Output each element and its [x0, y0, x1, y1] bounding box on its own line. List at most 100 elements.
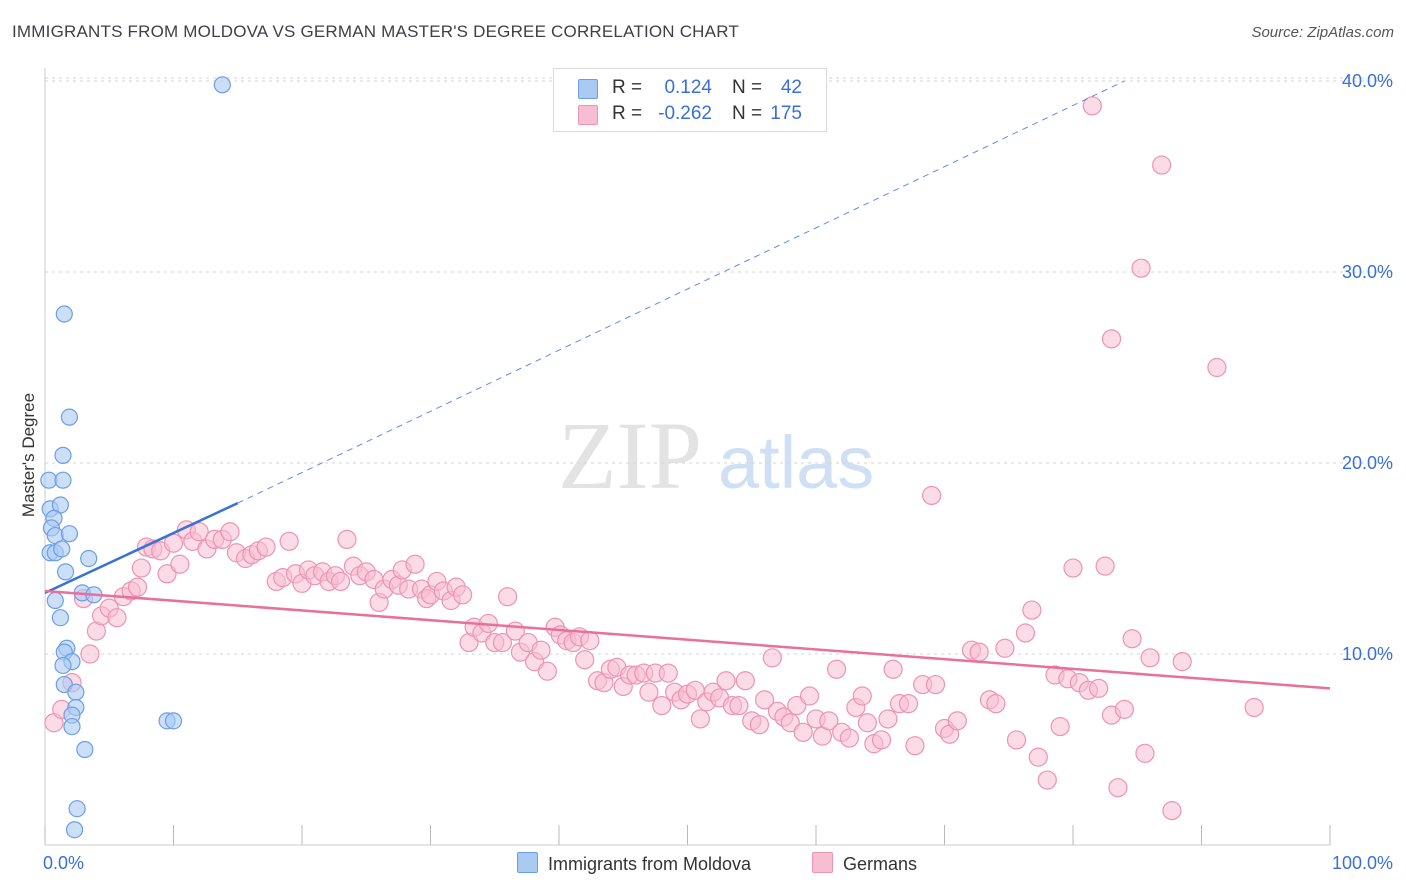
y-axis-label: Master's Degree — [19, 393, 38, 517]
moldova-point — [53, 540, 71, 558]
moldova-point — [54, 656, 72, 675]
trend-lines — [44, 80, 1331, 690]
moldova-point — [56, 563, 75, 581]
germans-point — [762, 648, 782, 668]
legend-item-germans: Germans — [812, 852, 917, 875]
germans-point — [1122, 629, 1142, 649]
moldova-point — [54, 471, 72, 489]
moldova-point — [55, 305, 73, 323]
germans-point — [1140, 648, 1160, 668]
germans-point — [1207, 357, 1227, 378]
germans-point — [1037, 770, 1057, 790]
germans-point — [1050, 716, 1070, 737]
n-value: 175 — [770, 103, 802, 124]
germans-point — [492, 632, 513, 653]
moldova-points — [40, 76, 231, 839]
moldova-trend-line — [44, 501, 239, 595]
stats-row-moldova: R = 0.124 N = 42 — [554, 75, 826, 101]
x-tick-label: 0.0% — [43, 853, 84, 873]
moldova-point — [46, 591, 64, 610]
germans-point — [1101, 329, 1122, 349]
n-value: 42 — [780, 77, 802, 98]
germans-point — [852, 686, 872, 706]
germans-point — [405, 554, 425, 574]
germans-trend-line — [44, 589, 1331, 690]
germans-point — [690, 709, 710, 729]
germans-point — [754, 690, 775, 710]
germans-point — [819, 711, 839, 731]
axes — [44, 68, 1331, 846]
germans-point — [1131, 258, 1151, 278]
germans-points — [44, 96, 1264, 821]
germans-point — [80, 644, 100, 664]
moldova-point — [65, 821, 84, 839]
germans-point — [1015, 623, 1036, 643]
germans-point — [652, 695, 672, 716]
legend-item-moldova: Immigrants from Moldova — [517, 852, 751, 875]
germans-point — [157, 564, 177, 584]
moldova-swatch — [578, 79, 598, 99]
germans-point — [658, 663, 678, 683]
germans-point — [898, 694, 919, 714]
n-label: N = — [732, 103, 763, 124]
germans-point — [839, 728, 860, 748]
germans-point — [857, 713, 878, 733]
moldova-point — [80, 549, 98, 568]
y-tick-label: 40.0% — [1342, 71, 1393, 91]
germans-point — [947, 711, 967, 731]
germans-point — [1244, 697, 1264, 718]
germans-legend-swatch — [812, 852, 833, 873]
germans-point — [716, 671, 736, 691]
moldova-point — [68, 800, 86, 818]
germans-point — [871, 730, 892, 750]
germans-point — [279, 531, 299, 551]
germans-point — [735, 671, 755, 691]
moldova-point — [51, 609, 70, 627]
legend-label: Immigrants from Moldova — [548, 854, 752, 874]
germans-point — [922, 485, 942, 506]
germans-point — [498, 587, 518, 607]
germans-point — [799, 686, 820, 706]
germans-point — [337, 529, 357, 550]
moldova-point — [164, 712, 183, 730]
germans-point — [330, 571, 351, 592]
germans-point — [170, 554, 190, 574]
germans-point — [780, 713, 800, 733]
germans-point — [925, 674, 946, 695]
germans-point — [1063, 558, 1083, 578]
germans-point — [1108, 778, 1128, 798]
germans-point — [1028, 747, 1048, 767]
chart-title: IMMIGRANTS FROM MOLDOVA VS GERMAN MASTER… — [12, 22, 739, 41]
germans-point — [905, 736, 925, 756]
germans-point — [1152, 155, 1172, 175]
moldova-point — [60, 525, 79, 543]
germans-point — [1114, 699, 1135, 719]
germans-point — [220, 522, 240, 542]
germans-point — [256, 537, 276, 557]
germans-point — [1135, 743, 1155, 763]
y-tick-label: 20.0% — [1342, 453, 1393, 473]
germans-point — [995, 638, 1015, 658]
stats-row-germans: R = -0.262 N = 175 — [554, 101, 826, 127]
germans-point — [729, 695, 749, 716]
stats-legend: R = 0.124 N = 42 R = -0.262 N = 175 — [553, 68, 827, 132]
germans-point — [453, 585, 473, 605]
germans-point — [131, 558, 151, 578]
moldova-point — [60, 408, 79, 426]
germans-point — [787, 695, 807, 716]
germans-point — [1006, 730, 1027, 750]
germans-point — [537, 661, 558, 681]
germans-swatch — [578, 105, 598, 125]
moldova-trend-extension — [237, 80, 1125, 504]
y-tick-label: 10.0% — [1342, 644, 1393, 664]
germans-point — [189, 522, 209, 542]
r-label: R = — [612, 103, 643, 124]
germans-point — [878, 709, 898, 729]
germans-point — [749, 715, 770, 735]
r-value: -0.262 — [658, 103, 712, 124]
germans-point — [1022, 600, 1042, 620]
germans-point — [107, 608, 127, 628]
moldova-point — [213, 76, 231, 94]
germans-point — [986, 694, 1006, 714]
